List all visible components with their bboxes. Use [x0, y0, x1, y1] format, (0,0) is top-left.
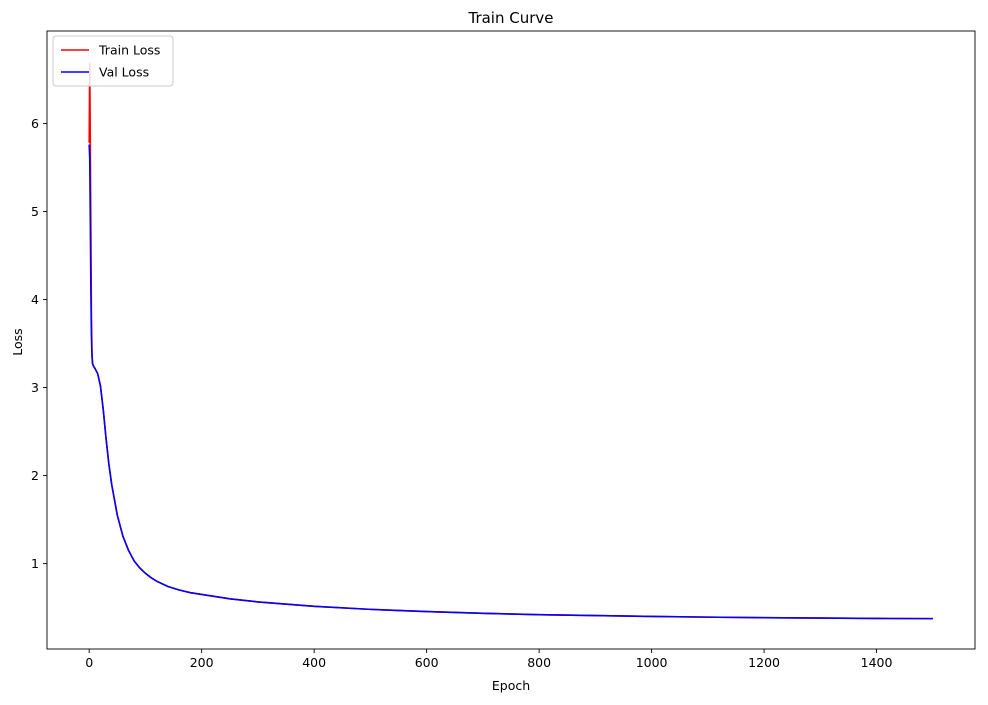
y-tick-label: 3 — [31, 380, 39, 395]
x-tick-label: 1400 — [861, 655, 893, 670]
x-tick-label: 1200 — [748, 655, 780, 670]
x-tick-label: 600 — [415, 655, 439, 670]
x-tick-label: 0 — [85, 655, 93, 670]
plot-area: 0 200 400 600 800 1000 1200 1400 1 2 3 4 5 6 Train Los… — [31, 30, 976, 670]
x-tick-label: 1000 — [636, 655, 668, 670]
legend-box — [52, 35, 174, 87]
chart-title: Train Curve — [467, 9, 553, 27]
plot-frame — [46, 30, 976, 650]
legend-label-train-loss: Train Loss — [98, 43, 160, 58]
y-tick-label: 6 — [31, 116, 39, 131]
x-tick-label: 800 — [527, 655, 551, 670]
series-line-val-loss — [88, 144, 933, 620]
y-tick-label: 2 — [31, 468, 39, 483]
x-axis-label: Epoch — [492, 678, 530, 693]
x-tick-label: 200 — [190, 655, 214, 670]
legend-label-val-loss: Val Loss — [99, 65, 149, 80]
y-tick-label: 5 — [31, 204, 39, 219]
legend: Train Loss Val Loss — [52, 35, 174, 87]
series-line-train-loss — [88, 62, 933, 620]
x-tick-label: 400 — [302, 655, 326, 670]
y-tick-label: 4 — [31, 292, 39, 307]
y-tick-label: 1 — [31, 556, 39, 571]
y-axis-label: Loss — [10, 328, 25, 355]
